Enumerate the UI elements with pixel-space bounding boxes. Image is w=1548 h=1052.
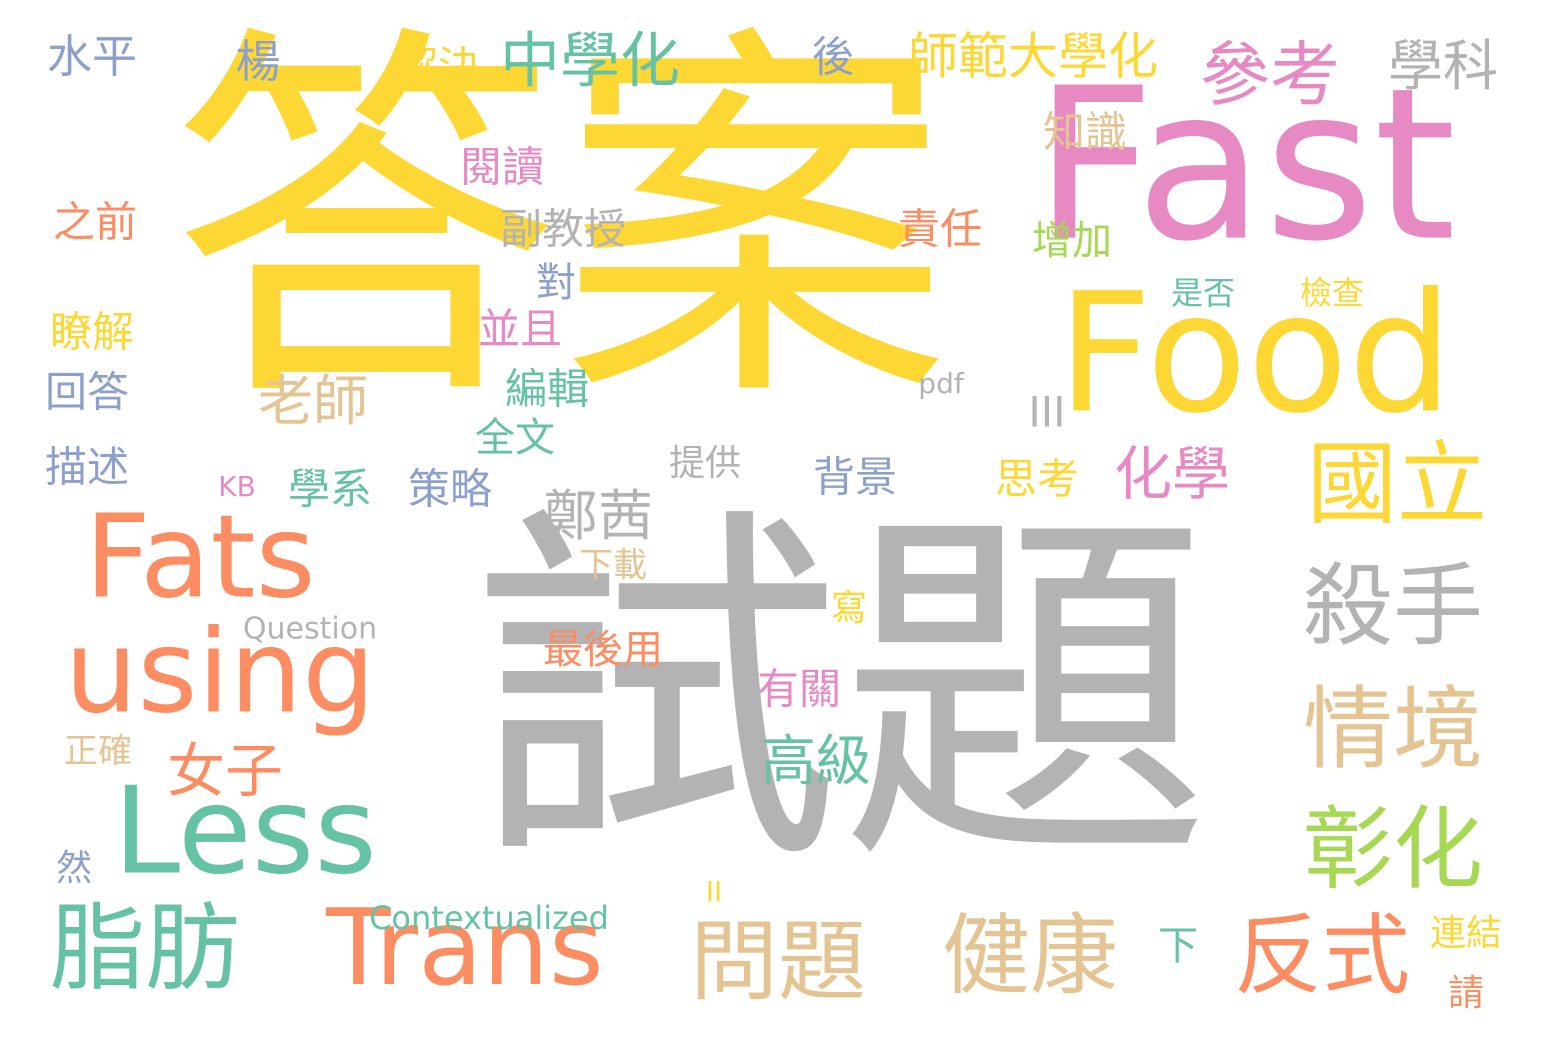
cloud-word: 鄭茜 <box>543 484 653 548</box>
cloud-word: Fats <box>84 491 315 625</box>
cloud-word: 描述 <box>45 443 129 492</box>
cloud-word: Question <box>243 612 377 647</box>
cloud-word: 策略 <box>408 465 492 514</box>
cloud-word: Trans <box>325 887 603 1009</box>
cloud-word: Fast <box>1034 43 1456 288</box>
cloud-word: 思考 <box>995 455 1079 504</box>
cloud-word: II <box>706 875 723 908</box>
cloud-word: 解決 <box>396 43 480 92</box>
cloud-word: 對 <box>536 260 576 306</box>
cloud-word: 中學化 <box>500 27 680 97</box>
cloud-word: 下 <box>1158 923 1198 969</box>
cloud-word: 健康 <box>942 904 1118 1007</box>
cloud-word: 連結 <box>1430 913 1502 954</box>
cloud-word: 增加 <box>1032 218 1112 264</box>
cloud-word: 責任 <box>898 205 982 254</box>
cloud-word: Food <box>1057 257 1453 449</box>
cloud-word: III <box>1028 388 1065 437</box>
cloud-word: 瞭解 <box>50 308 134 357</box>
cloud-word: 背景 <box>813 453 897 502</box>
cloud-word: 之前 <box>53 198 137 247</box>
cloud-word: 提供 <box>669 443 741 484</box>
cloud-word: 副教授 <box>500 205 626 254</box>
cloud-word: 國立 <box>1307 432 1487 537</box>
cloud-word: 並且 <box>478 305 562 354</box>
cloud-word: 回答 <box>45 368 129 417</box>
cloud-word: 後 <box>812 33 854 82</box>
cloud-word: 反式 <box>1234 904 1410 1007</box>
cloud-word: 答案 <box>170 0 950 449</box>
cloud-word: 水平 <box>47 30 137 83</box>
cloud-word: 化學 <box>1114 440 1230 508</box>
cloud-word: 請 <box>1448 973 1484 1014</box>
cloud-word: 知識 <box>1043 108 1127 157</box>
cloud-word: 彰化 <box>1303 797 1483 902</box>
cloud-word: 楊 <box>235 35 280 88</box>
cloud-word: 試題 <box>470 479 1210 909</box>
cloud-word: Less <box>113 763 377 902</box>
cloud-word: 情境 <box>1303 677 1483 782</box>
cloud-word: 問題 <box>690 910 866 1013</box>
cloud-word: pdf <box>918 367 965 400</box>
cloud-word: 正確 <box>64 732 132 772</box>
cloud-word: 學科 <box>1388 34 1498 98</box>
cloud-word: 是否 <box>1171 274 1235 312</box>
cloud-word: 有關 <box>757 665 841 714</box>
cloud-word: 脂肪 <box>50 894 240 1004</box>
cloud-word: 檢查 <box>1300 274 1364 312</box>
cloud-word: 殺手 <box>1303 554 1483 659</box>
cloud-word: 高級 <box>761 729 871 793</box>
cloud-word: 全文 <box>475 415 555 461</box>
cloud-word: 參考 <box>1200 34 1340 116</box>
cloud-word: 寫 <box>831 588 867 629</box>
cloud-word: Contextualized <box>369 899 609 937</box>
cloud-word: 編輯 <box>505 365 589 414</box>
cloud-word: 師範大學化 <box>908 28 1158 86</box>
cloud-word: using <box>65 606 376 740</box>
cloud-word: 女子 <box>167 737 283 805</box>
cloud-word: 學系 <box>288 465 372 514</box>
cloud-word: KB <box>218 470 256 503</box>
cloud-word: 閱讀 <box>460 143 544 192</box>
cloud-word: 最後用 <box>543 627 663 673</box>
cloud-word: 然 <box>56 848 92 889</box>
cloud-word: 老師 <box>258 369 368 433</box>
cloud-word: 下載 <box>579 546 647 586</box>
